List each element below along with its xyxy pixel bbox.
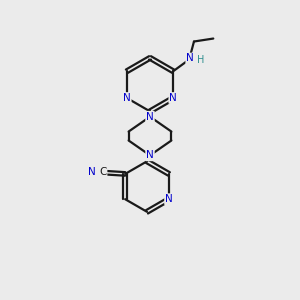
Text: N: N bbox=[146, 150, 154, 160]
Text: H: H bbox=[197, 55, 205, 65]
Text: N: N bbox=[186, 53, 194, 64]
Text: N: N bbox=[146, 112, 154, 122]
Text: N: N bbox=[88, 167, 96, 177]
Text: N: N bbox=[123, 93, 131, 103]
Text: N: N bbox=[165, 194, 173, 204]
Text: N: N bbox=[169, 93, 177, 103]
Text: C: C bbox=[99, 167, 106, 177]
